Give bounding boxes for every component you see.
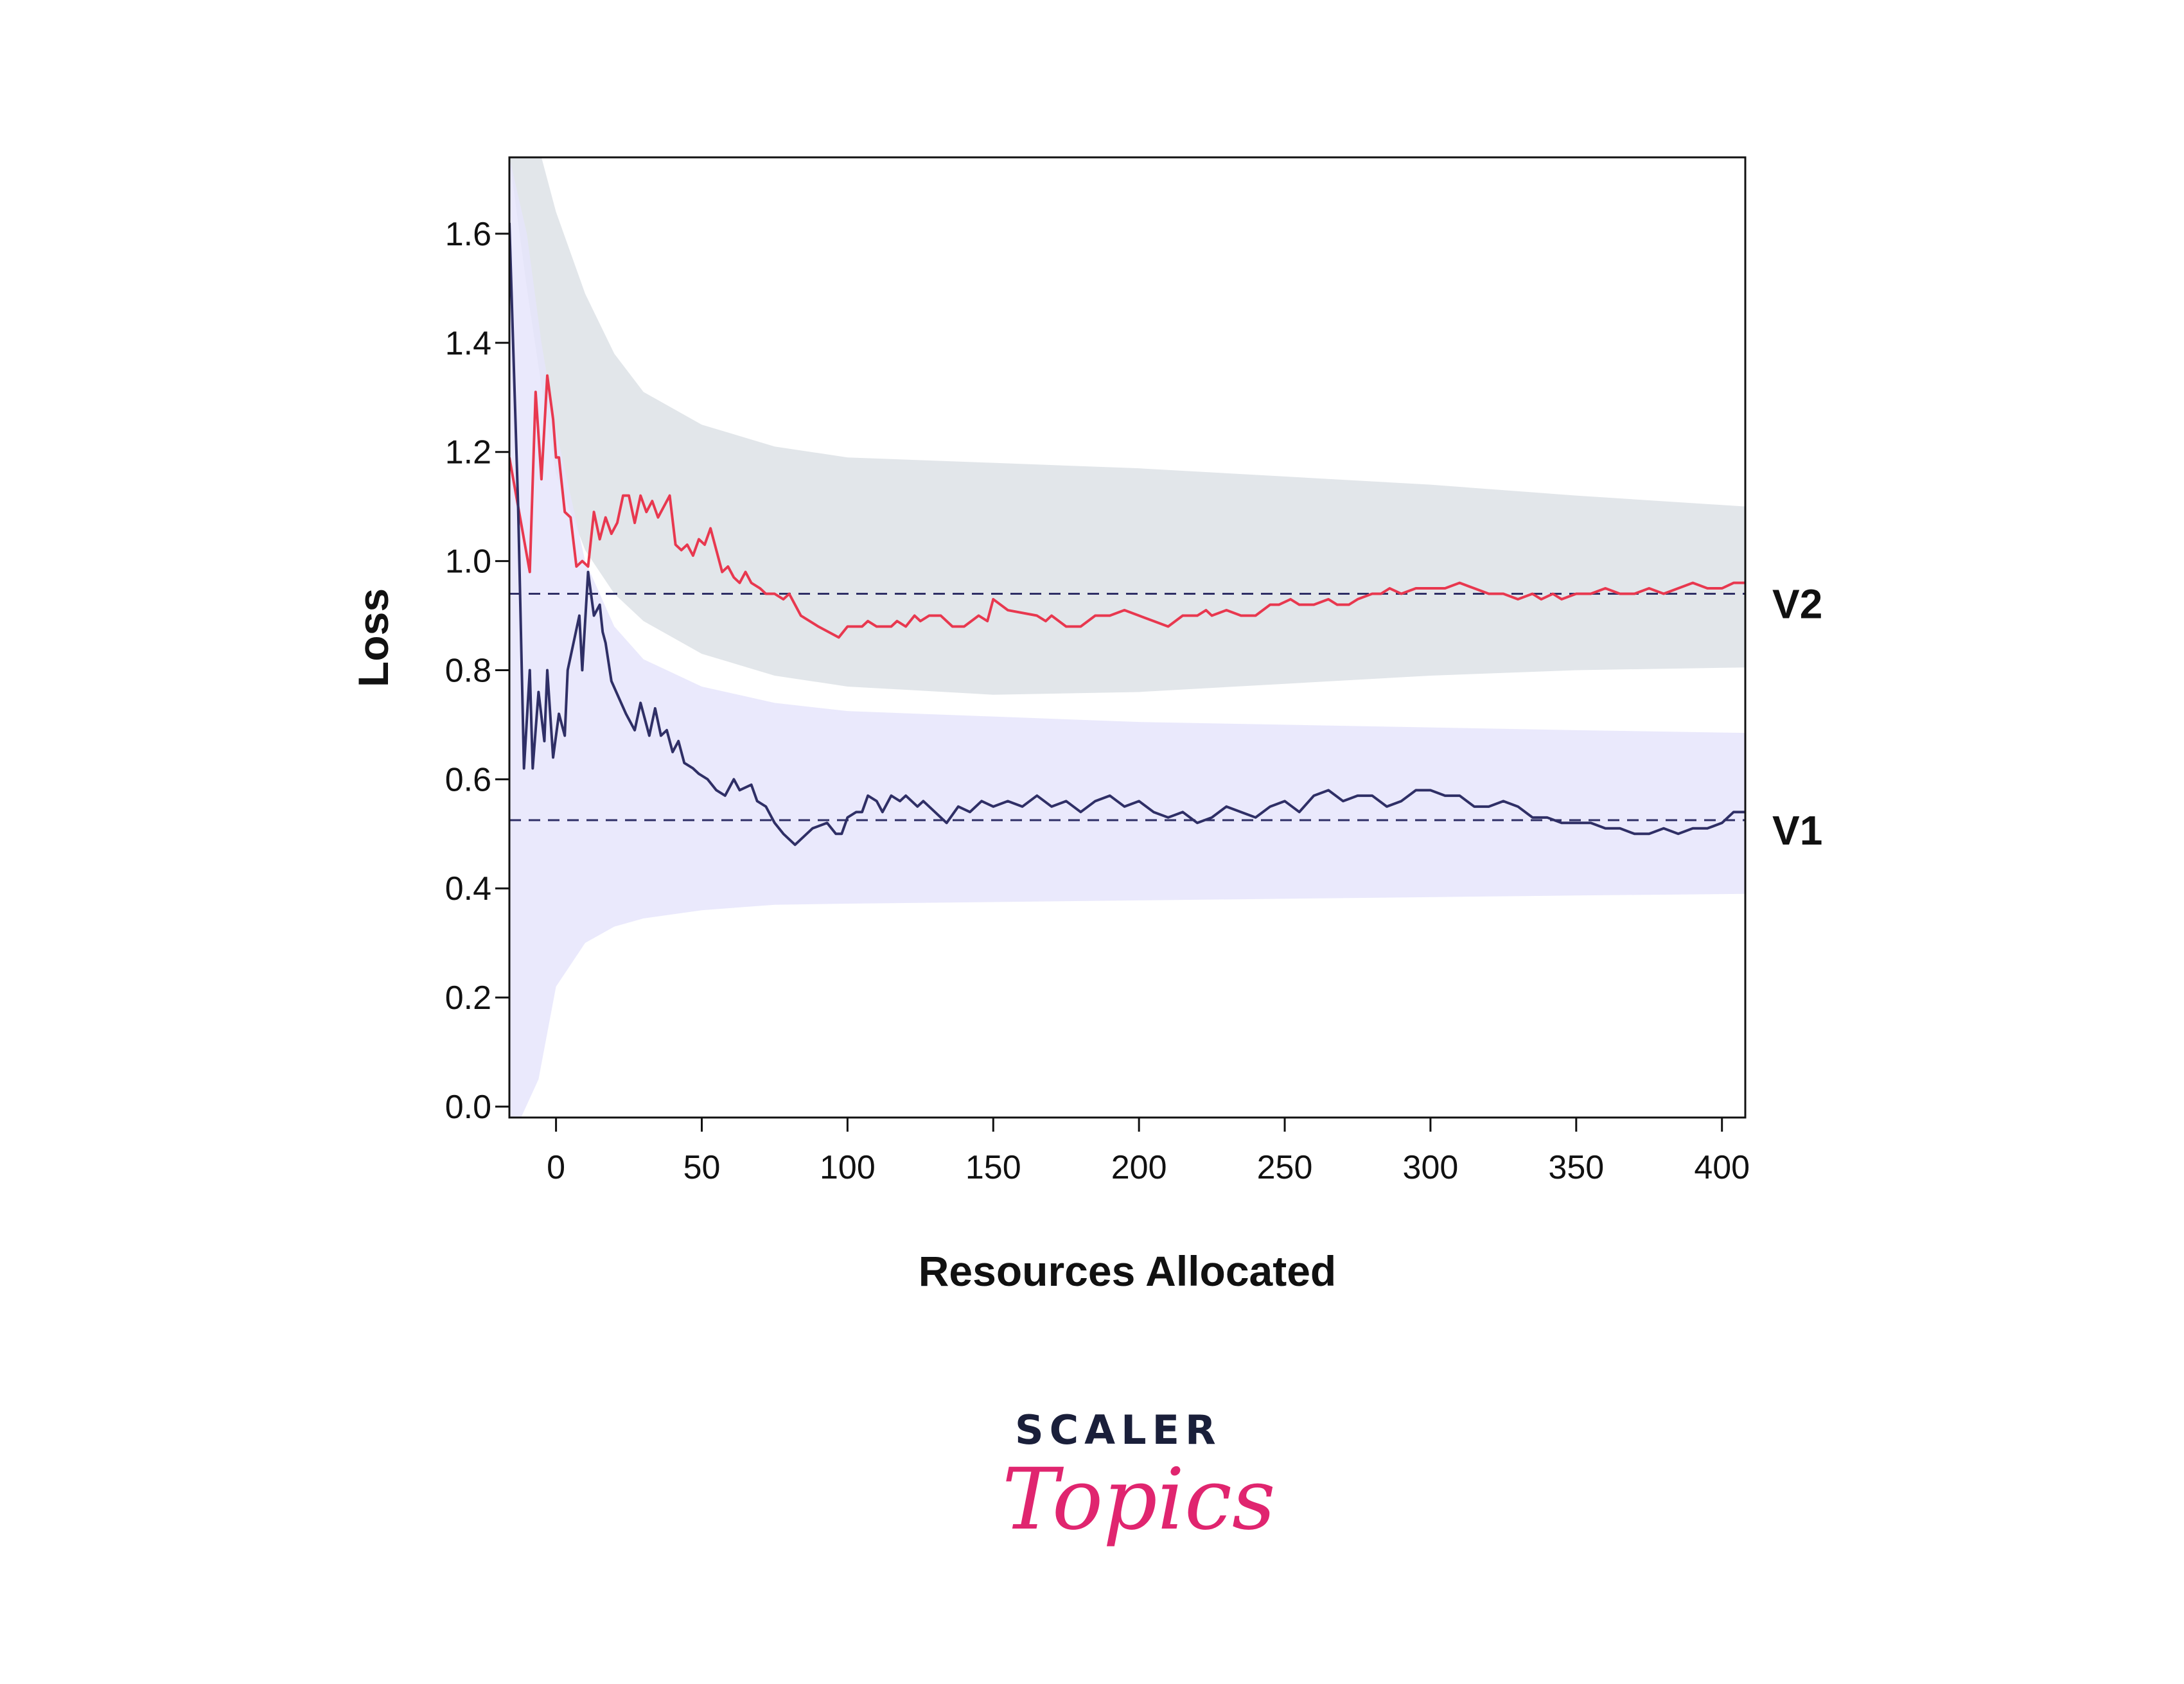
band-v2 [509,157,1745,695]
x-tick-label: 350 [1548,1149,1604,1186]
y-tick-label: 1.0 [445,543,491,581]
series-label-v1: V1 [1772,807,1822,854]
scaler-topics-logo: SCALER Topics [976,1407,1276,1574]
x-tick-label: 100 [820,1149,876,1186]
logo-wordmark: SCALER [1015,1407,1222,1453]
x-tick-label: 250 [1257,1149,1313,1186]
series-line-v1 [509,222,1745,846]
x-tick-label: 0 [547,1149,565,1186]
y-tick-label: 1.6 [445,216,491,253]
y-axis-title: Loss [349,588,397,687]
x-axis-title: Resources Allocated [919,1247,1336,1295]
y-tick-label: 1.4 [445,325,491,362]
y-tick-label: 0.6 [445,761,491,798]
x-tick-label: 50 [683,1149,721,1186]
band-v1 [509,157,1745,1118]
x-tick-label: 300 [1403,1149,1459,1186]
series-label-v2: V2 [1772,581,1822,627]
y-tick-label: 0.2 [445,979,491,1017]
logo-script: Topics [1002,1450,1276,1549]
y-tick-label: 1.2 [445,434,491,471]
x-tick-label: 150 [965,1149,1021,1186]
x-tick-label: 400 [1694,1149,1750,1186]
y-tick-label: 0.4 [445,870,491,908]
plot-frame [508,156,1747,1119]
y-tick-label: 0.0 [445,1089,491,1126]
x-tick-label: 200 [1111,1149,1167,1186]
y-tick-label: 0.8 [445,652,491,689]
series-line-v2 [509,374,1745,639]
